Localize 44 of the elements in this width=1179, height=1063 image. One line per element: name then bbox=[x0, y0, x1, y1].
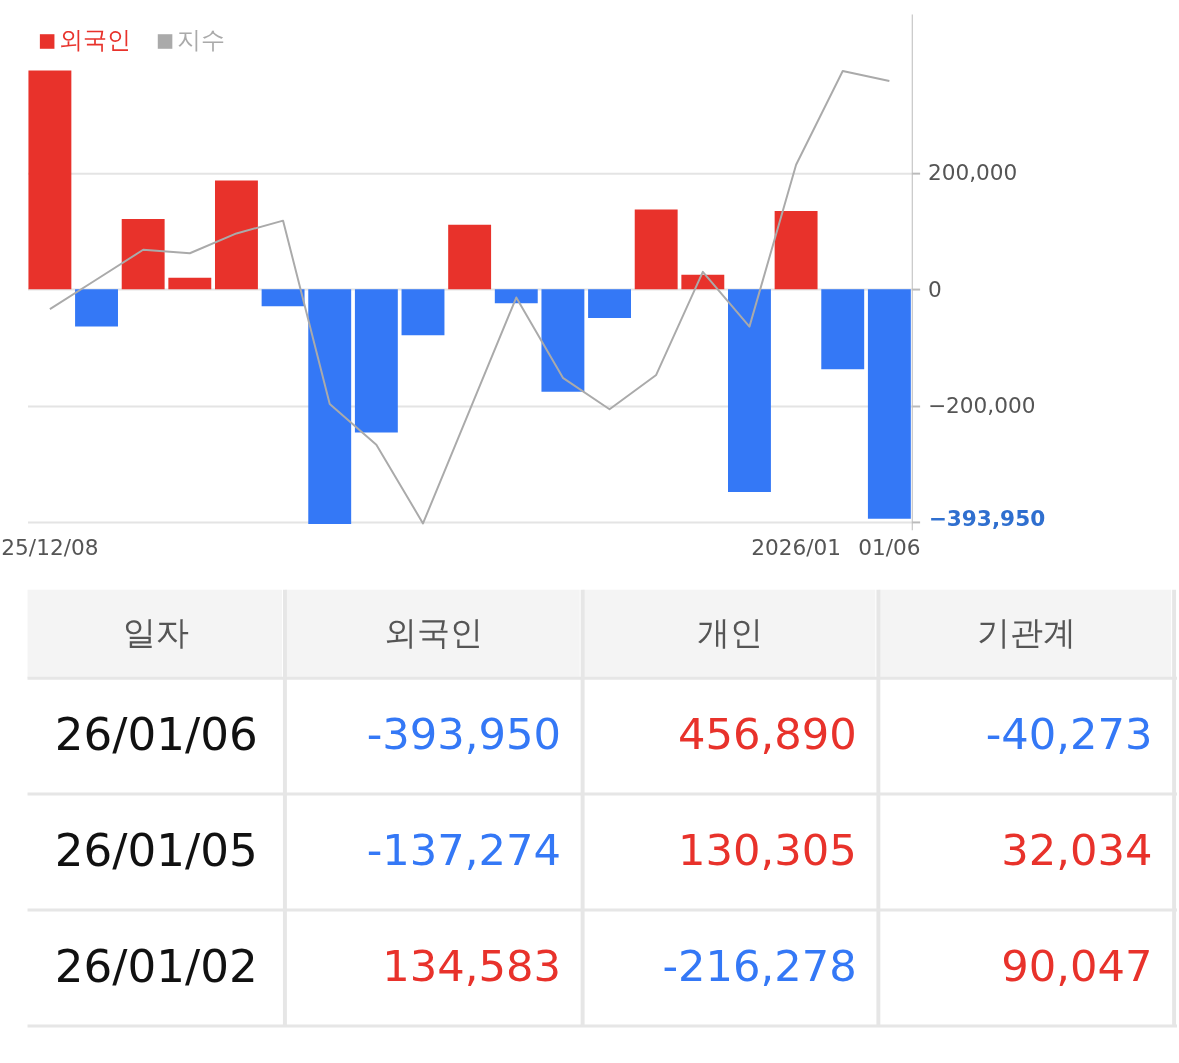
bar bbox=[28, 70, 72, 290]
category-label: 개인 bbox=[697, 612, 764, 652]
bar bbox=[494, 289, 538, 304]
text: 90,047 bbox=[1001, 940, 1153, 991]
x-tick-label: 2026/01 bbox=[751, 534, 841, 560]
bar bbox=[867, 289, 911, 519]
x-tick-label: 25/12/08 bbox=[1, 534, 99, 560]
text: 130,305 bbox=[678, 824, 857, 875]
category-label: 외국인 bbox=[384, 612, 484, 652]
bar bbox=[121, 218, 165, 290]
text: 134,583 bbox=[382, 940, 562, 991]
bar bbox=[821, 289, 865, 370]
bar bbox=[728, 289, 771, 492]
text: 456,890 bbox=[678, 708, 857, 759]
text: 32,034 bbox=[1001, 824, 1153, 875]
bar bbox=[308, 289, 352, 524]
bar bbox=[774, 211, 818, 290]
category-label: 26/01/02 bbox=[54, 939, 258, 993]
bar bbox=[214, 180, 258, 290]
bar bbox=[634, 209, 678, 290]
text: -216,278 bbox=[662, 940, 857, 991]
bar bbox=[448, 224, 492, 290]
y-tick-label: −200,000 bbox=[927, 393, 1036, 419]
bar bbox=[75, 289, 118, 327]
line-series bbox=[48, 70, 891, 525]
text: -393,950 bbox=[366, 708, 562, 759]
y-tick-label: 0 bbox=[927, 276, 942, 302]
category-label: 기관계 bbox=[976, 612, 1076, 652]
bar bbox=[541, 289, 585, 392]
category-label: 26/01/06 bbox=[54, 707, 258, 761]
x-tick-label: 01/06 bbox=[858, 534, 921, 560]
bar bbox=[168, 277, 212, 290]
bar bbox=[354, 289, 398, 433]
annotation: −393,950 bbox=[928, 505, 1046, 531]
y-tick-label: 200,000 bbox=[927, 160, 1018, 186]
legend-label: 지수 bbox=[176, 26, 225, 55]
category-label: 일자 bbox=[123, 612, 190, 652]
category-label: 26/01/05 bbox=[54, 823, 258, 877]
text: -137,274 bbox=[366, 824, 562, 875]
legend-label: 외국인 bbox=[58, 26, 131, 55]
text: -40,273 bbox=[985, 708, 1153, 759]
bar bbox=[261, 289, 305, 307]
bar bbox=[588, 289, 631, 318]
bar bbox=[401, 289, 445, 336]
